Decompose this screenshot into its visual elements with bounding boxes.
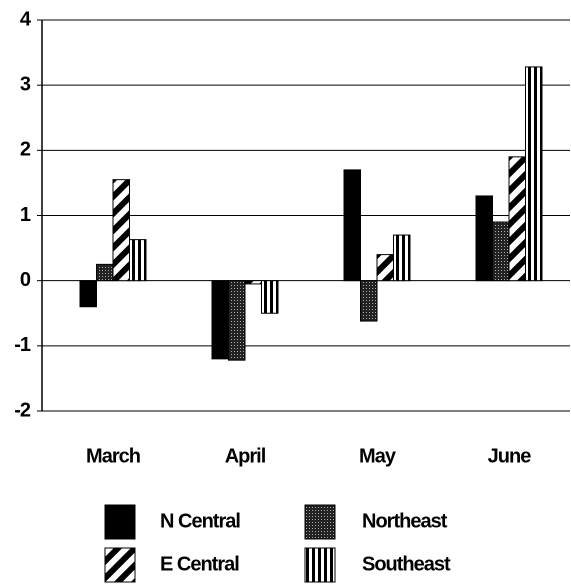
legend-swatch <box>304 547 336 583</box>
bar <box>475 195 493 282</box>
y-tick-label: -1 <box>14 334 31 356</box>
bar <box>492 221 510 282</box>
bar <box>360 280 378 322</box>
bar <box>343 169 361 282</box>
x-tick-label: March <box>86 445 140 467</box>
bar <box>393 234 411 282</box>
legend-label: Northeast <box>362 510 448 532</box>
legend-swatch <box>104 504 136 540</box>
y-tick-label: 1 <box>20 204 31 226</box>
legend-swatch <box>304 504 336 540</box>
y-tick-label: 0 <box>20 269 31 291</box>
y-tick-label: 2 <box>20 139 31 161</box>
legend-label: N Central <box>160 510 240 532</box>
x-tick-label: April <box>225 445 266 467</box>
legend-swatch <box>104 547 136 583</box>
bar <box>376 254 394 282</box>
y-tick-label: 4 <box>20 8 32 30</box>
bar <box>96 263 114 282</box>
legend-label: Southeast <box>362 553 451 575</box>
bar <box>112 179 130 282</box>
bar <box>211 280 229 360</box>
bar <box>228 280 246 361</box>
bar <box>508 156 526 282</box>
bar <box>129 239 147 282</box>
x-tick-label: June <box>488 445 532 467</box>
y-tick-label: -2 <box>14 399 31 421</box>
bar <box>244 280 262 285</box>
bar <box>261 280 279 314</box>
legend-label: E Central <box>160 553 239 575</box>
bar <box>79 280 97 308</box>
bar <box>525 66 543 282</box>
x-tick-label: May <box>359 445 397 467</box>
y-tick-label: 3 <box>20 73 31 95</box>
